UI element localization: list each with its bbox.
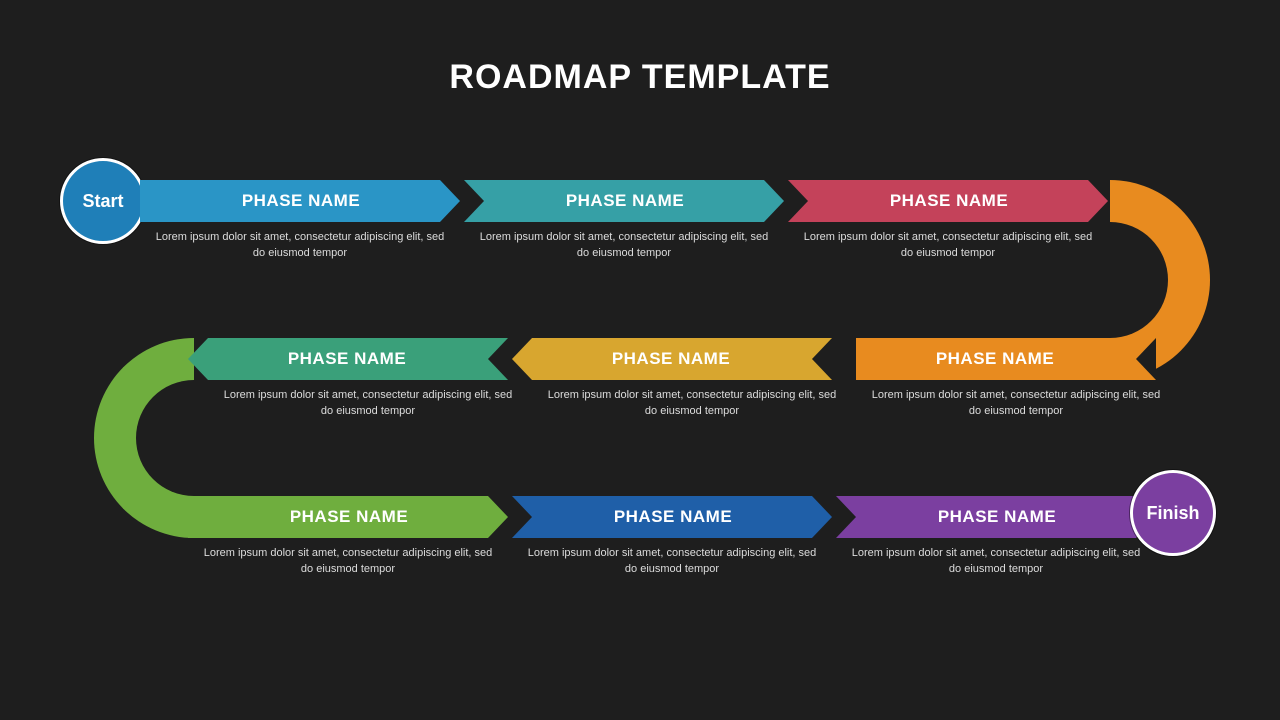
phase-title: PHASE NAME bbox=[612, 349, 730, 369]
phase-title: PHASE NAME bbox=[938, 507, 1056, 527]
phase-title: PHASE NAME bbox=[614, 507, 732, 527]
phase-8: PHASE NAME bbox=[512, 496, 812, 538]
phase-desc: Lorem ipsum dolor sit amet, consectetur … bbox=[798, 230, 1098, 262]
phase-3: PHASE NAME bbox=[788, 180, 1088, 222]
phase-desc: Lorem ipsum dolor sit amet, consectetur … bbox=[846, 546, 1146, 578]
phase-desc: Lorem ipsum dolor sit amet, consectetur … bbox=[150, 230, 450, 262]
phase-desc: Lorem ipsum dolor sit amet, consectetur … bbox=[866, 388, 1166, 420]
phase-9: PHASE NAME bbox=[836, 496, 1136, 538]
phase-1: PHASE NAME bbox=[140, 180, 440, 222]
start-circle: Start bbox=[60, 158, 146, 244]
phase-desc: Lorem ipsum dolor sit amet, consectetur … bbox=[198, 546, 498, 578]
start-label: Start bbox=[82, 191, 123, 212]
finish-circle: Finish bbox=[1130, 470, 1216, 556]
phase-title: PHASE NAME bbox=[288, 349, 406, 369]
phase-desc: Lorem ipsum dolor sit amet, consectetur … bbox=[542, 388, 842, 420]
phase-7: PHASE NAME bbox=[188, 496, 488, 538]
phase-desc: Lorem ipsum dolor sit amet, consectetur … bbox=[522, 546, 822, 578]
phase-4: PHASE NAME bbox=[208, 338, 508, 380]
phase-title: PHASE NAME bbox=[890, 191, 1008, 211]
phase-2: PHASE NAME bbox=[464, 180, 764, 222]
finish-label: Finish bbox=[1147, 503, 1200, 524]
phase-5: PHASE NAME bbox=[532, 338, 832, 380]
phase-title: PHASE NAME bbox=[936, 349, 1054, 369]
phase-title: PHASE NAME bbox=[290, 507, 408, 527]
phase-title: PHASE NAME bbox=[566, 191, 684, 211]
phase-title: PHASE NAME bbox=[242, 191, 360, 211]
phase-desc: Lorem ipsum dolor sit amet, consectetur … bbox=[218, 388, 518, 420]
phase-6: PHASE NAME bbox=[856, 338, 1156, 380]
phase-desc: Lorem ipsum dolor sit amet, consectetur … bbox=[474, 230, 774, 262]
roadmap-stage: Start PHASE NAME Lorem ipsum dolor sit a… bbox=[0, 0, 1280, 720]
